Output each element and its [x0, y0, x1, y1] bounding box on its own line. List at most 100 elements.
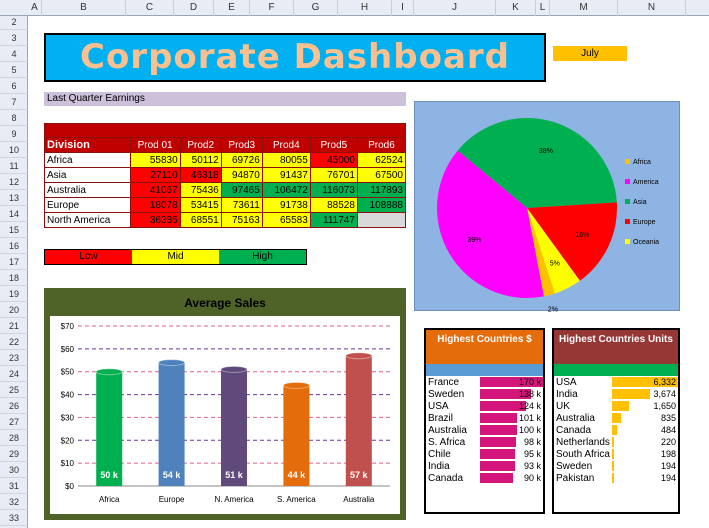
row-header-24[interactable]: 24 [0, 368, 28, 382]
row-header-7[interactable]: 7 [0, 96, 28, 110]
table-cell[interactable] [356, 212, 407, 228]
row-header-18[interactable]: 18 [0, 272, 28, 286]
row-header-13[interactable]: 13 [0, 192, 28, 206]
value-cell[interactable]: 90 k [479, 472, 543, 484]
country-name[interactable]: Chile [428, 448, 451, 460]
value-cell[interactable]: 3,674 [611, 388, 678, 400]
column-header-B[interactable]: B [42, 0, 126, 16]
table-cell[interactable]: 50112 [179, 152, 222, 168]
table-cell[interactable]: 97465 [220, 182, 263, 198]
country-name[interactable]: India [428, 460, 450, 472]
country-name[interactable]: Sweden [428, 388, 465, 400]
table-cell[interactable]: 45000 [309, 152, 358, 168]
table-cell[interactable]: 108888 [356, 197, 407, 213]
table-cell[interactable]: 111747 [309, 212, 358, 228]
value-cell[interactable]: 95 k [479, 448, 543, 460]
column-header-J[interactable]: J [414, 0, 496, 16]
dashboard-title-box[interactable]: Corporate Dashboard [44, 33, 546, 82]
column-header-H[interactable]: H [338, 0, 392, 16]
division-name[interactable]: Africa [44, 152, 131, 168]
row-header-6[interactable]: 6 [0, 80, 28, 94]
average-sales-chart[interactable]: Average Sales $0 $10 $20 $30 $40 $50 $60 $70 50 … [44, 288, 406, 520]
country-name[interactable]: Australia [428, 424, 467, 436]
column-header-E[interactable]: E [214, 0, 250, 16]
row-header-30[interactable]: 30 [0, 464, 28, 478]
country-name[interactable]: South Africa [556, 448, 610, 460]
country-name[interactable]: Canada [428, 472, 464, 484]
value-cell[interactable]: 1,650 [611, 400, 678, 412]
country-name[interactable]: India [556, 388, 578, 400]
country-name[interactable]: S. Africa [428, 436, 466, 448]
row-header-22[interactable]: 22 [0, 336, 28, 350]
country-name[interactable]: France [428, 376, 460, 388]
country-name[interactable]: Australia [556, 412, 595, 424]
division-name[interactable]: North America [44, 212, 131, 228]
value-cell[interactable]: 93 k [479, 460, 543, 472]
table-cell[interactable]: 41067 [129, 182, 181, 198]
value-cell[interactable]: 835 [611, 412, 678, 424]
row-header-2[interactable]: 2 [0, 16, 28, 30]
table-cell[interactable]: 46318 [179, 167, 222, 183]
value-cell[interactable]: 194 [611, 472, 678, 484]
value-cell[interactable]: 98 k [479, 436, 543, 448]
table-cell[interactable]: 53415 [179, 197, 222, 213]
table-cell[interactable]: 117893 [356, 182, 407, 198]
row-header-27[interactable]: 27 [0, 416, 28, 430]
row-header-14[interactable]: 14 [0, 208, 28, 222]
column-header-K[interactable]: K [496, 0, 536, 16]
table-cell[interactable]: 69726 [220, 152, 263, 168]
column-header-C[interactable]: C [126, 0, 174, 16]
table-cell[interactable]: 75436 [179, 182, 222, 198]
table-header-cell[interactable]: Prod5 [309, 137, 358, 153]
column-header-I[interactable]: I [392, 0, 414, 16]
table-cell[interactable]: 106472 [261, 182, 311, 198]
row-header-17[interactable]: 17 [0, 256, 28, 270]
row-header-12[interactable]: 12 [0, 176, 28, 190]
row-header-21[interactable]: 21 [0, 320, 28, 334]
table-header-cell[interactable]: Prod3 [220, 137, 263, 153]
table-cell[interactable]: 55830 [129, 152, 181, 168]
column-header-F[interactable]: F [250, 0, 294, 16]
row-header-29[interactable]: 29 [0, 448, 28, 462]
table-cell[interactable]: 73611 [220, 197, 263, 213]
division-name[interactable]: Australia [44, 182, 131, 198]
value-cell[interactable]: 198 [611, 448, 678, 460]
row-header-28[interactable]: 28 [0, 432, 28, 446]
country-name[interactable]: Sweden [556, 460, 593, 472]
value-cell[interactable]: 484 [611, 424, 678, 436]
column-header-M[interactable]: M [550, 0, 618, 16]
country-name[interactable]: UK [556, 400, 570, 412]
row-header-33[interactable]: 33 [0, 512, 28, 526]
table-header-cell[interactable]: Prod4 [261, 137, 311, 153]
value-cell[interactable]: 220 [611, 436, 678, 448]
table-cell[interactable]: 91437 [261, 167, 311, 183]
table-header-cell[interactable]: Division [44, 137, 131, 153]
column-header-A[interactable]: A [28, 0, 42, 16]
division-pie-chart[interactable]: 38% 16% 5% 2% 39% Africa America Asia Europe Ocea… [414, 101, 680, 314]
table-cell[interactable]: 76701 [309, 167, 358, 183]
row-header-10[interactable]: 10 [0, 144, 28, 158]
country-name[interactable]: USA [556, 376, 577, 388]
table-cell[interactable]: 88528 [309, 197, 358, 213]
row-header-23[interactable]: 23 [0, 352, 28, 366]
table-cell[interactable]: 36385 [129, 212, 181, 228]
table-cell[interactable]: 91738 [261, 197, 311, 213]
table-cell[interactable]: 18078 [129, 197, 181, 213]
table-cell[interactable]: 62524 [356, 152, 407, 168]
country-name[interactable]: Pakistan [556, 472, 595, 484]
row-header-4[interactable]: 4 [0, 48, 28, 62]
table-cell[interactable]: 75163 [220, 212, 263, 228]
value-cell[interactable]: 100 k [479, 424, 543, 436]
country-name[interactable]: Netherlands [556, 436, 610, 448]
row-header-9[interactable]: 9 [0, 128, 28, 142]
value-cell[interactable]: 6,332 [611, 376, 678, 388]
table-cell[interactable]: 80055 [261, 152, 311, 168]
table-cell[interactable]: 27110 [129, 167, 181, 183]
row-header-32[interactable]: 32 [0, 496, 28, 510]
table-cell[interactable]: 67500 [356, 167, 407, 183]
country-name[interactable]: Canada [556, 424, 592, 436]
value-cell[interactable]: 170 k [479, 376, 543, 388]
row-header-31[interactable]: 31 [0, 480, 28, 494]
table-header-cell[interactable]: Prod2 [179, 137, 222, 153]
value-cell[interactable]: 101 k [479, 412, 543, 424]
